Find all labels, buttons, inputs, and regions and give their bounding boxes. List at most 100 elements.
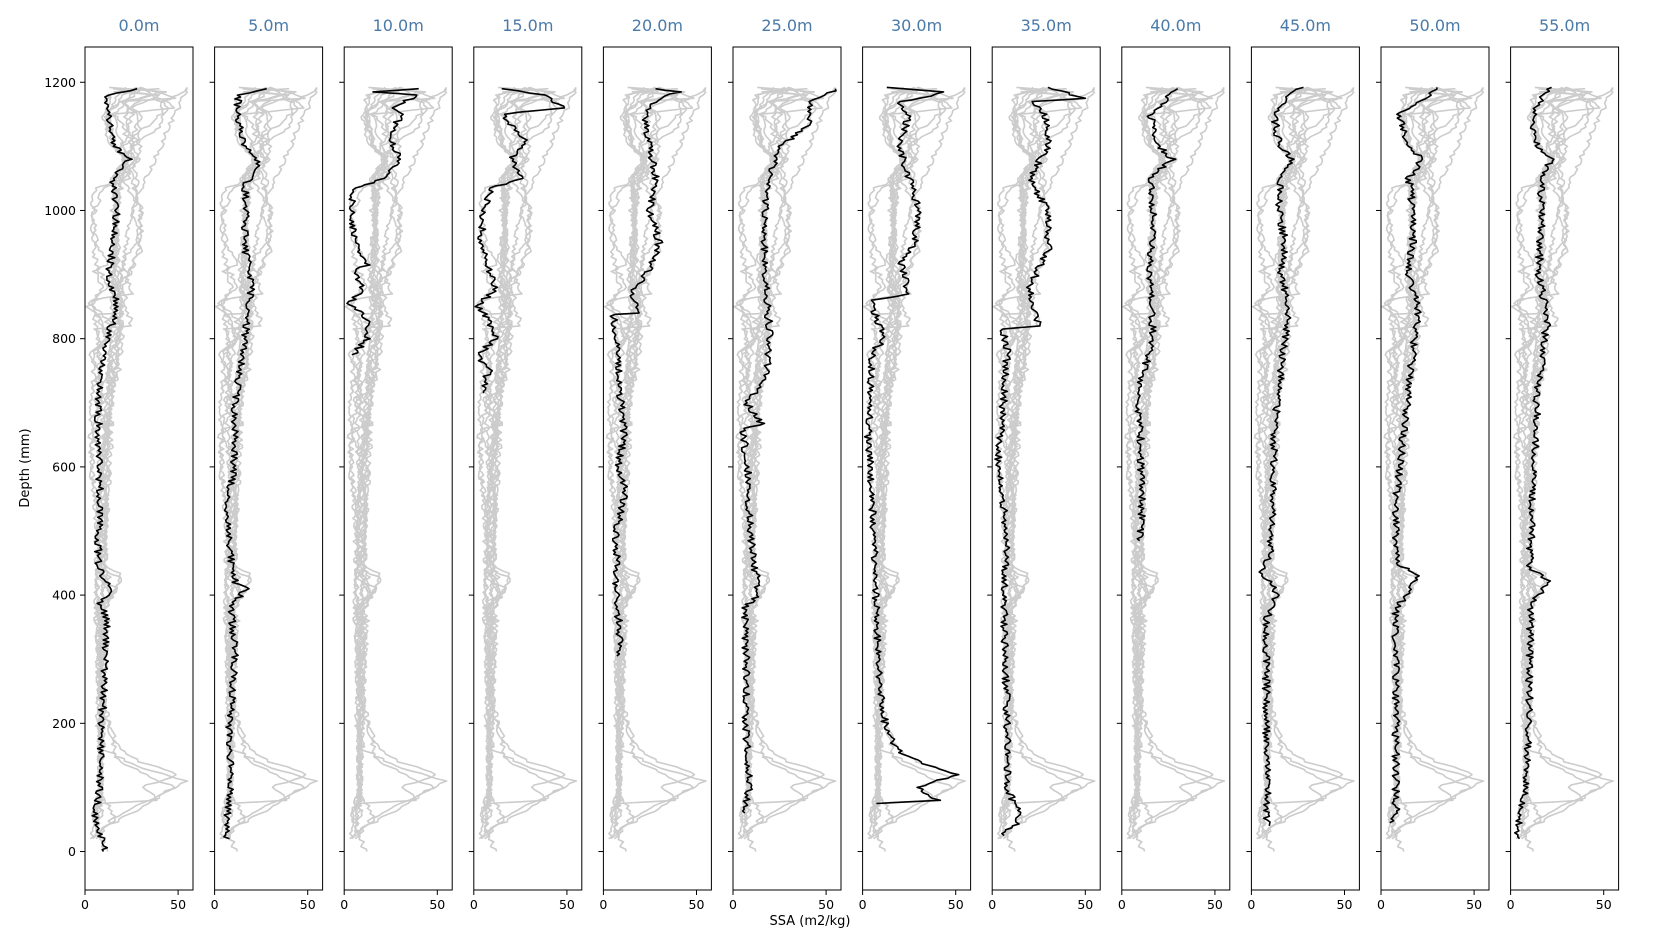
x-tick-label: 50 (300, 897, 316, 912)
highlight-profile-line (739, 88, 837, 814)
highlight-profile-line (474, 87, 566, 394)
x-tick-label: 50 (559, 897, 575, 912)
x-tick-label: 0 (470, 897, 478, 912)
x-tick-label: 50 (1466, 897, 1482, 912)
panel-frame (991, 46, 1101, 891)
highlight-profile-line (609, 87, 683, 657)
panel-9: 45.0m 0 50 (1246, 16, 1360, 912)
panel-title: 50.0m (1409, 16, 1460, 35)
x-tick-label: 50 (1207, 897, 1223, 912)
highlight-profile-line (1258, 86, 1304, 827)
panel-7: 35.0m 0 50 (987, 16, 1101, 912)
x-tick-label: 0 (81, 897, 89, 912)
panel-title: 0.0m (118, 16, 159, 35)
background-profile-line (743, 86, 837, 834)
highlight-profile-line (1514, 86, 1555, 840)
y-tick-label: 800 (52, 331, 76, 346)
panel-frame (473, 46, 583, 891)
background-profile-line (348, 86, 387, 840)
background-profile-line (613, 86, 707, 834)
highlight-profile-line (1134, 88, 1179, 542)
panel-title: 25.0m (761, 16, 812, 35)
x-tick-label: 50 (1337, 897, 1353, 912)
y-axis-label: Depth (mm) (18, 428, 33, 507)
x-tick-label: 0 (1247, 897, 1255, 912)
background-profile-line (1523, 88, 1568, 542)
x-tick-label: 0 (1507, 897, 1515, 912)
x-tick-label: 50 (948, 897, 964, 912)
background-profile-line (357, 88, 401, 542)
panel-0: 0.0m 0 50 0 200 400 600 800 1000 1200 (44, 16, 194, 912)
x-tick-label: 0 (1377, 897, 1385, 912)
background-profile-line (483, 86, 577, 834)
panel-frame (602, 46, 712, 891)
panel-frame (214, 46, 324, 891)
highlight-profile-line (91, 87, 138, 852)
background-profile-line (737, 86, 776, 840)
panel-title: 20.0m (632, 16, 683, 35)
x-tick-label: 0 (211, 897, 219, 912)
background-profile-line (1131, 86, 1225, 834)
panel-title: 30.0m (891, 16, 942, 35)
background-profile-line (875, 88, 920, 542)
x-tick-label: 50 (429, 897, 445, 912)
background-profile-line (1002, 86, 1096, 834)
background-profile-line (354, 86, 448, 834)
x-tick-label: 0 (340, 897, 348, 912)
x-tick-label: 0 (729, 897, 737, 912)
background-profile-line (867, 86, 905, 840)
panel-5: 25.0m 0 50 (728, 16, 842, 912)
panel-title: 35.0m (1021, 16, 1072, 35)
x-tick-label: 50 (1077, 897, 1093, 912)
panel-title: 40.0m (1150, 16, 1201, 35)
background-profile-line (996, 86, 1035, 840)
background-profile-line (1385, 86, 1424, 840)
panel-frame (84, 46, 194, 891)
panel-frame (1250, 46, 1360, 891)
panel-frame (1380, 46, 1490, 891)
panel-frame (343, 46, 453, 891)
y-tick-label: 1200 (44, 75, 76, 90)
background-profile-line (486, 88, 531, 542)
highlight-profile-line (863, 86, 960, 805)
y-tick-label: 1000 (44, 203, 76, 218)
highlight-profile-line (346, 87, 419, 356)
background-profile-line (608, 86, 646, 840)
panel-10: 50.0m 0 50 (1376, 16, 1490, 912)
panel-title: 45.0m (1280, 16, 1331, 35)
x-axis-label: SSA (m2/kg) (769, 914, 850, 929)
x-tick-label: 0 (1118, 897, 1126, 912)
background-profile-line (872, 86, 966, 834)
panel-11: 55.0m 0 50 (1505, 16, 1620, 912)
background-profile-line (224, 86, 318, 834)
panel-frame (732, 46, 842, 891)
highlight-profile-line (223, 87, 267, 840)
background-profile-line (746, 88, 790, 542)
highlight-profile-line (1389, 87, 1438, 824)
highlight-profile-line (994, 86, 1087, 837)
panel-frame (862, 46, 972, 891)
panel-frame (1121, 46, 1231, 891)
background-profile-line (89, 86, 128, 840)
y-tick-label: 400 (52, 588, 76, 603)
x-tick-label: 50 (170, 897, 186, 912)
panel-2: 10.0m 0 50 (339, 16, 453, 912)
background-profile-line (1391, 86, 1485, 834)
panel-title: 5.0m (248, 16, 289, 35)
panel-1: 5.0m 0 50 (209, 16, 324, 912)
x-tick-label: 50 (818, 897, 834, 912)
background-profile-line (1394, 88, 1438, 542)
background-profile-line (1520, 86, 1614, 834)
x-tick-label: 0 (599, 897, 607, 912)
panel-title: 10.0m (373, 16, 424, 35)
panel-title: 15.0m (502, 16, 553, 35)
y-tick-label: 200 (52, 716, 76, 731)
panel-3: 15.0m 0 50 (468, 16, 583, 912)
panel-6: 30.0m 0 50 (857, 16, 972, 912)
background-profile-line (1256, 86, 1294, 840)
panel-4: 20.0m 0 50 (598, 16, 712, 912)
background-profile-line (478, 86, 516, 840)
panel-8: 40.0m 0 50 (1116, 16, 1231, 912)
